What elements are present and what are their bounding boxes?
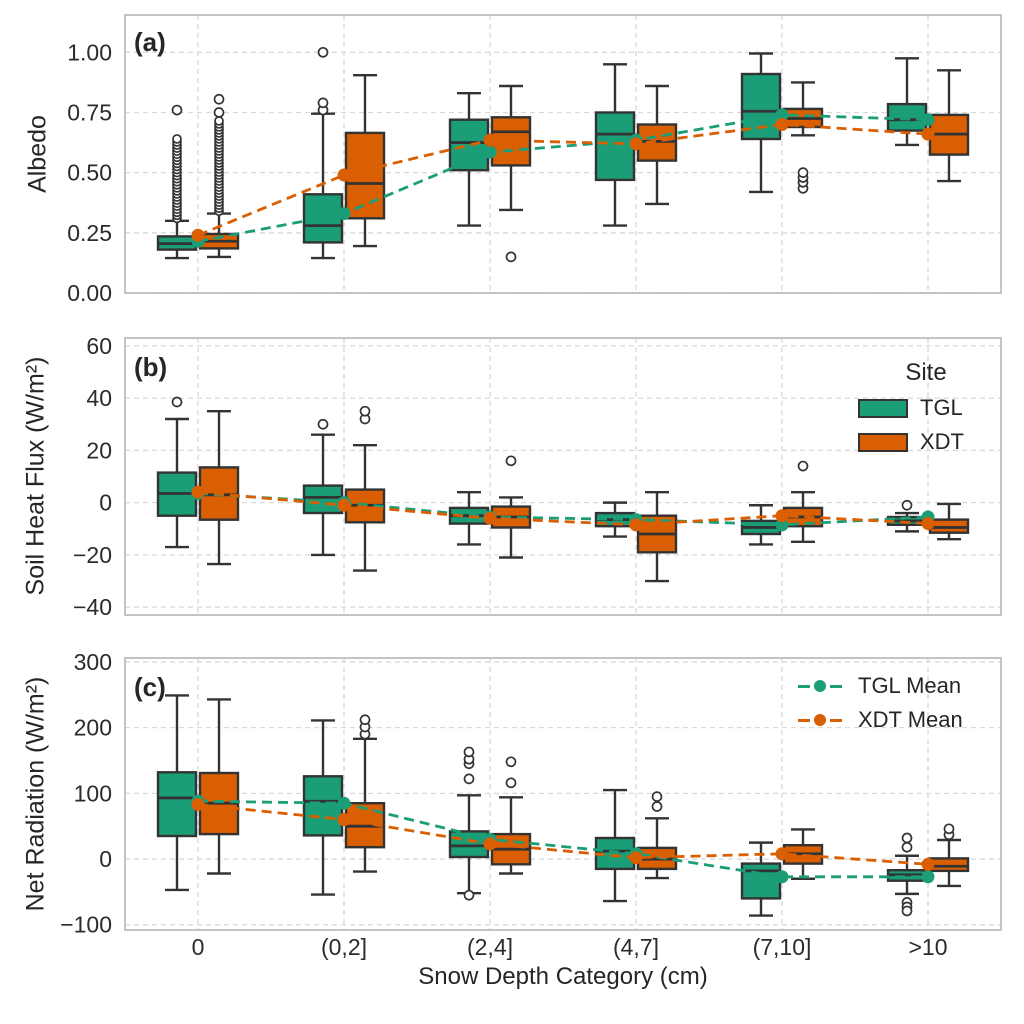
svg-text:1.00: 1.00: [67, 39, 112, 65]
panel-a-label: (a): [134, 27, 166, 57]
svg-text:20: 20: [86, 437, 112, 463]
svg-text:(4,7]: (4,7]: [613, 934, 659, 960]
y-axis-title-net-radiation: Net Radiation (W/m²): [21, 676, 50, 912]
y-axis-title-albedo: Albedo: [23, 115, 52, 193]
svg-text:(0,2]: (0,2]: [321, 934, 367, 960]
site-legend-label-xdt: XDT: [920, 429, 964, 454]
svg-text:0.50: 0.50: [67, 160, 112, 186]
svg-text:60: 60: [86, 333, 112, 359]
svg-text:200: 200: [74, 715, 112, 741]
mean-legend-label-tgl: TGL Mean: [858, 673, 962, 698]
site-legend-item-xdt: XDT: [858, 431, 994, 453]
tgl-swatch-icon: [858, 398, 908, 418]
panel-b-label: (b): [134, 352, 168, 382]
site-legend-item-tgl: TGL: [858, 397, 994, 419]
svg-text:−100: −100: [60, 912, 112, 938]
panel-c-label: (c): [134, 672, 166, 702]
mean-legend: TGL Mean XDT Mean: [798, 675, 963, 743]
mean-legend-label-xdt: XDT Mean: [858, 707, 963, 732]
tgl-mean-line-icon: [798, 680, 844, 692]
svg-text:0.25: 0.25: [67, 220, 112, 246]
svg-text:(2,4]: (2,4]: [467, 934, 513, 960]
xdt-mean-line-icon: [798, 714, 844, 726]
svg-text:>10: >10: [908, 934, 947, 960]
site-legend-title: Site: [905, 359, 947, 386]
y-axis-title-soil-heat-flux: Soil Heat Flux (W/m²): [21, 356, 50, 596]
mean-legend-item-tgl: TGL Mean: [798, 675, 963, 697]
mean-legend-item-xdt: XDT Mean: [798, 709, 963, 731]
svg-text:−40: −40: [73, 594, 112, 620]
xdt-swatch-icon: [858, 432, 908, 452]
svg-text:0: 0: [99, 846, 112, 872]
svg-text:0: 0: [99, 490, 112, 516]
svg-text:(7,10]: (7,10]: [753, 934, 812, 960]
site-legend: Site TGL XDT: [858, 359, 994, 465]
site-legend-label-tgl: TGL: [920, 395, 963, 420]
svg-text:40: 40: [86, 385, 112, 411]
svg-text:0: 0: [192, 934, 205, 960]
svg-text:0.75: 0.75: [67, 100, 112, 126]
svg-text:100: 100: [74, 780, 112, 806]
svg-text:−20: −20: [73, 542, 112, 568]
x-axis-title: Snow Depth Category (cm): [418, 963, 708, 990]
svg-text:0.00: 0.00: [67, 280, 112, 306]
svg-text:300: 300: [74, 649, 112, 675]
